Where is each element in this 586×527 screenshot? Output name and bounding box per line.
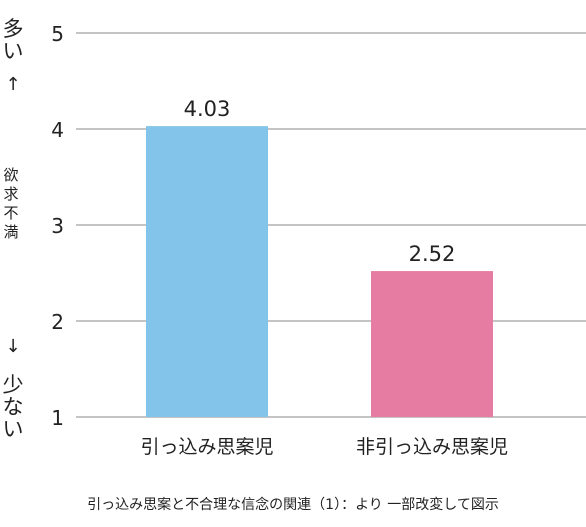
category-labels: 引っ込み思案児 非引っ込み思案児 [140,436,508,458]
y-label-char-4: 満 [3,223,18,241]
bar-1 [146,126,268,418]
y-label-high-char-1: 多 [3,17,24,41]
y-label-char-1: 欲 [3,166,18,184]
y-label-low-char-1: 少 [3,373,24,397]
bars [146,126,493,418]
y-label-char-3: 不 [3,204,18,222]
y-tick-label-3: 3 [51,214,64,238]
y-tick-label-2: 2 [51,310,64,334]
y-label-high-char-2: い [3,39,24,63]
category-label-2: 非引っ込み思案児 [356,436,508,458]
bar-2 [371,271,493,417]
y-tick-label-1: 1 [51,406,64,430]
value-labels: 4.03 2.52 [184,97,456,266]
y-label-low-char-2: な [3,395,24,419]
y-arrow-up-char-1: ↑ [5,74,20,95]
y-tick-label-4: 4 [51,118,64,142]
category-label-1: 引っ込み思案児 [140,436,273,458]
y-label-low-char-3: い [3,417,24,441]
y-arrow-down-char-1: ↓ [5,336,20,357]
value-label-2: 2.52 [409,242,456,266]
source-caption: 引っ込み思案と不合理な信念の関連（1）：より 一部改変して図示 [87,497,499,513]
y-label-char-2: 求 [3,185,18,203]
y-tick-labels: 1 2 3 4 5 [51,22,64,430]
value-label-1: 4.03 [184,97,231,121]
y-tick-label-5: 5 [51,22,64,46]
